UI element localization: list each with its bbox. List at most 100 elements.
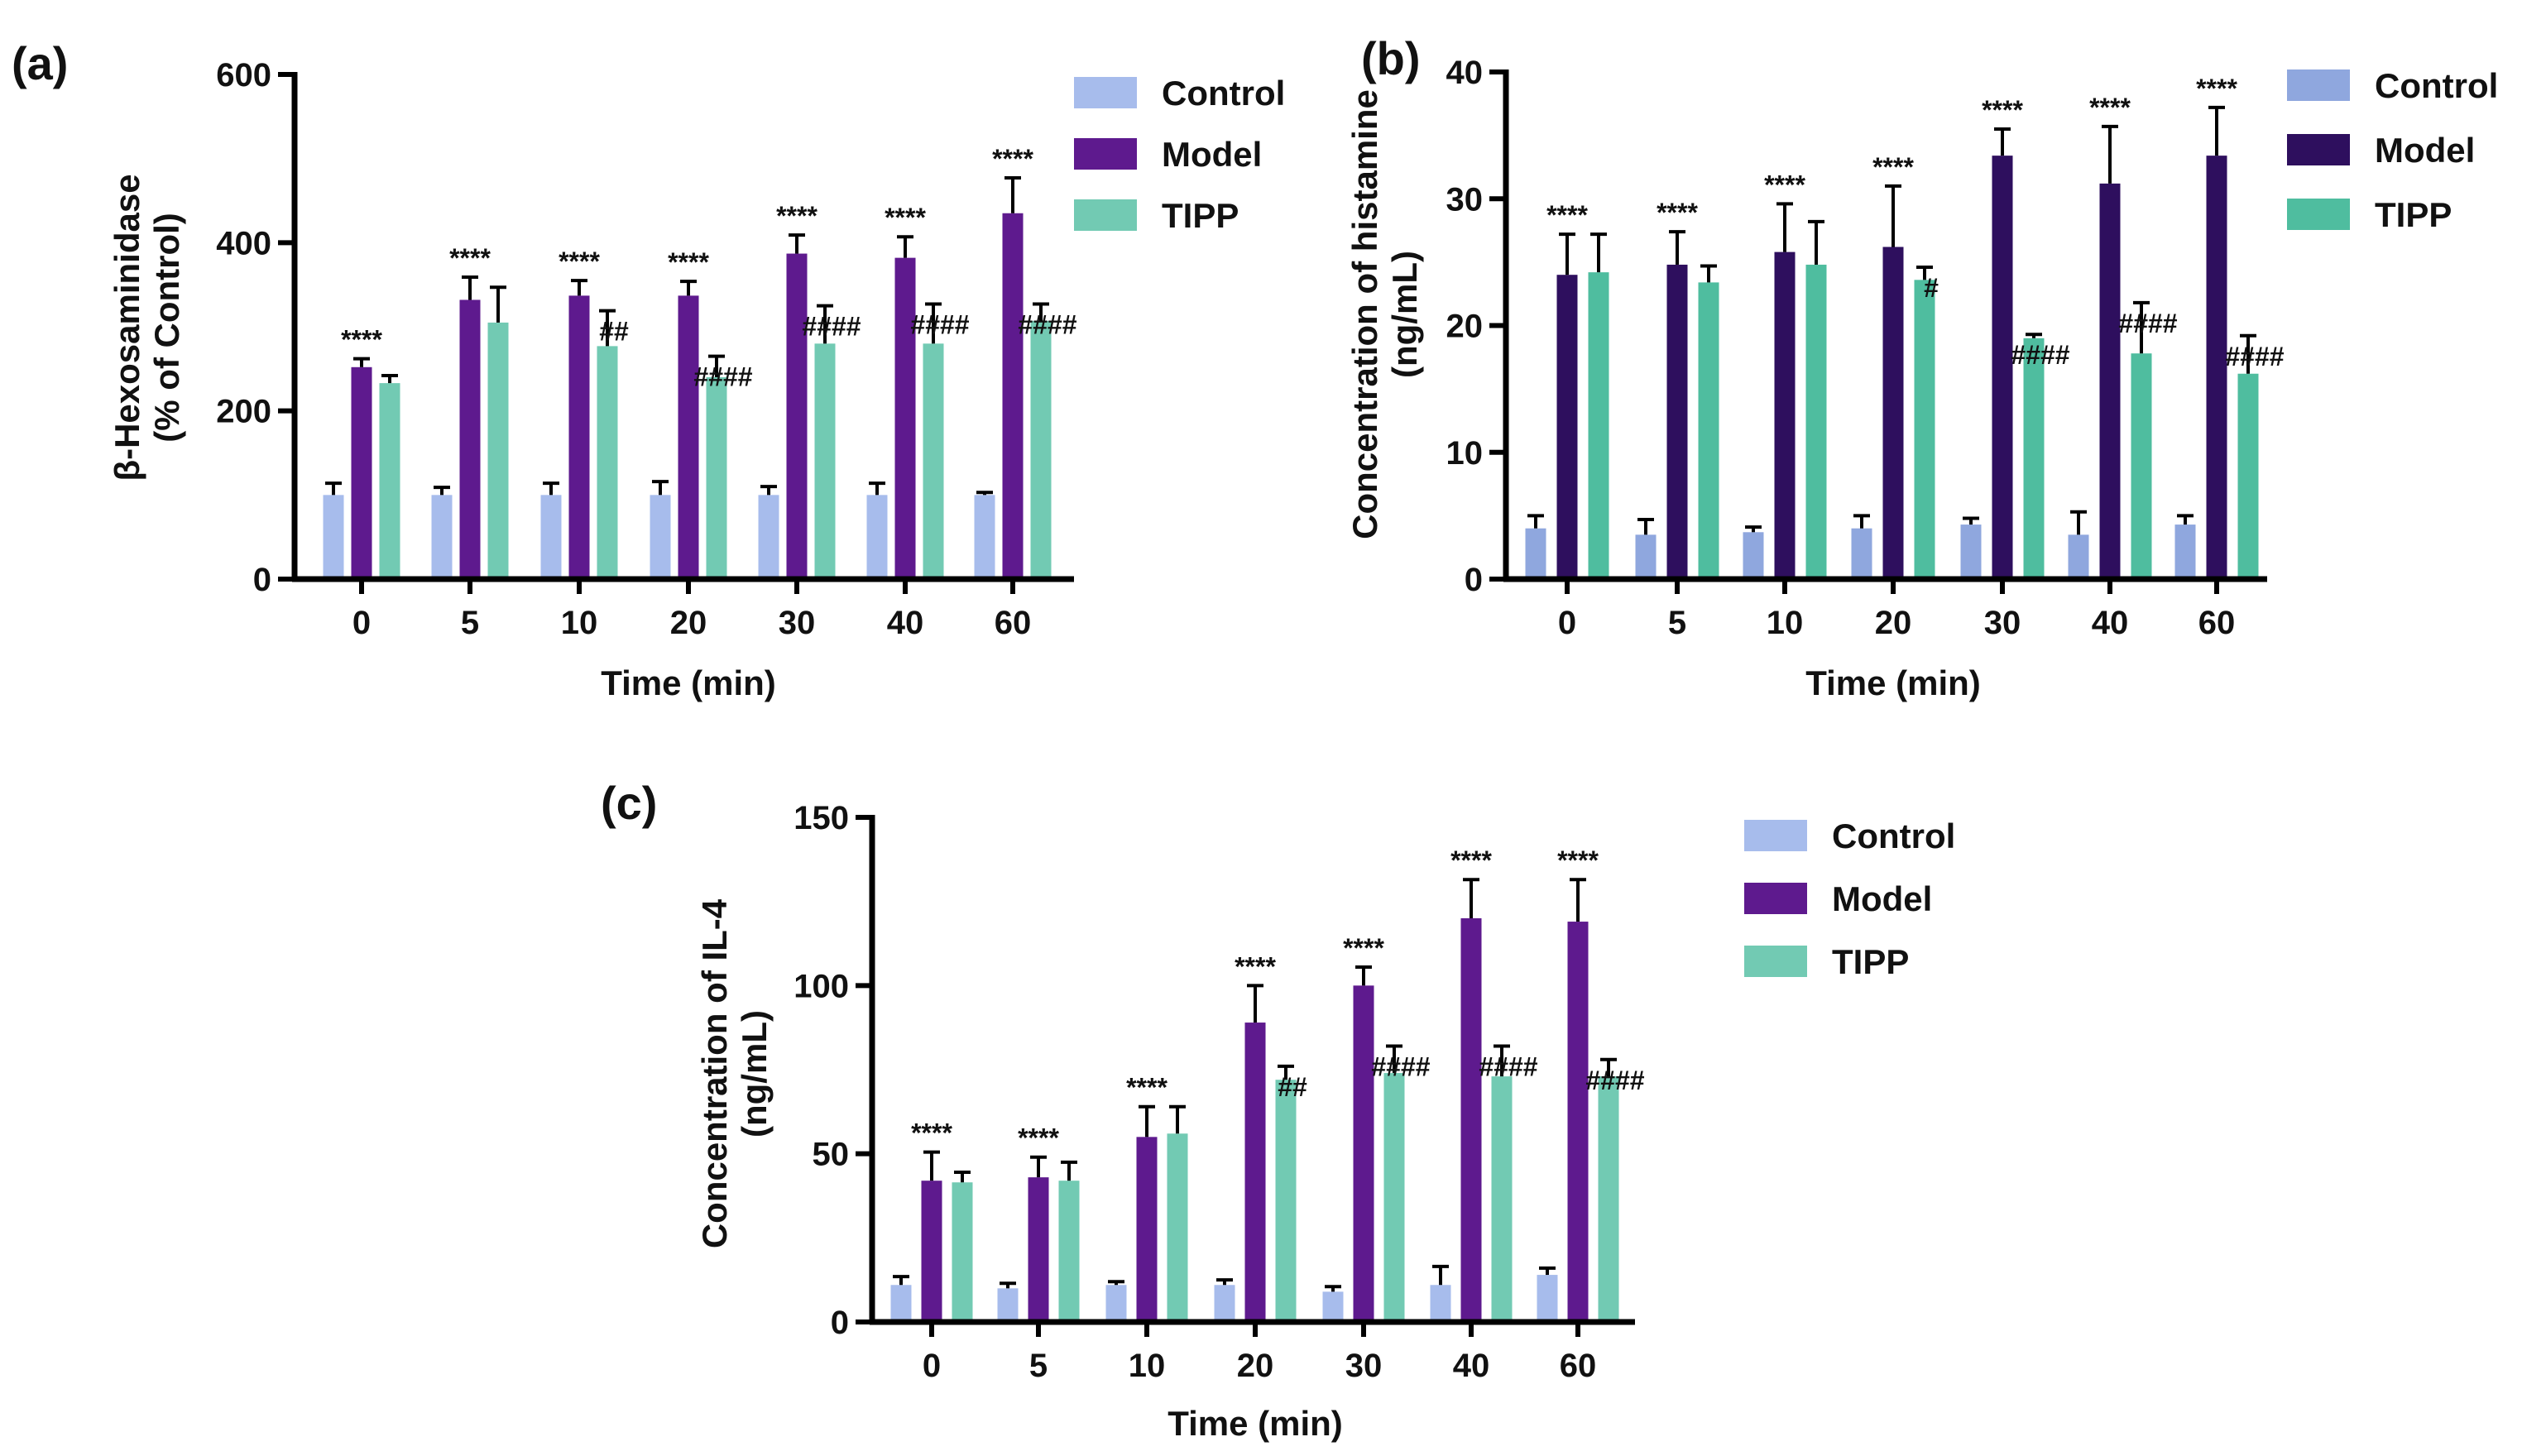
bar-model-40: [2099, 183, 2121, 580]
panel-a: (a) **** **** **** ## **** #### **** #### **** ###…: [12, 37, 1285, 702]
significance-marker: ####: [2011, 340, 2069, 370]
legend-swatch-model: [1074, 138, 1137, 170]
legend-label-control: Control: [2375, 66, 2498, 105]
x-tick-label: 60: [2198, 605, 2236, 641]
legend-label-model: Model: [1162, 135, 1262, 174]
legend-label-model: Model: [1832, 879, 1932, 918]
panel-label: (b): [1361, 32, 1421, 84]
bar-control-40: [2068, 534, 2089, 579]
significance-marker: ####: [802, 312, 861, 342]
y-axis-title: Concentration of IL-4: [695, 898, 734, 1248]
significance-marker: ##: [1278, 1072, 1307, 1102]
bar-tipp-20: [1914, 280, 1935, 579]
significance-marker: ****: [1764, 170, 1805, 199]
bar-model-0: [1556, 275, 1578, 579]
bar-model-20: [1244, 1023, 1266, 1322]
y-tick-label: 400: [216, 225, 271, 261]
significance-marker: ****: [2089, 93, 2131, 122]
y-tick-label: 20: [1446, 309, 1484, 345]
x-tick-label: 30: [779, 605, 816, 641]
x-tick-label: 20: [1237, 1348, 1274, 1384]
bar-control-5: [1635, 534, 1657, 579]
significance-marker: ****: [2196, 74, 2237, 103]
x-tick-label: 5: [461, 605, 479, 641]
significance-marker: #: [1924, 273, 1939, 303]
bar-model-10: [1774, 251, 1796, 579]
y-tick-label: 30: [1446, 181, 1484, 218]
bar-control-10: [540, 495, 562, 579]
x-tick-label: 0: [352, 605, 371, 641]
significance-marker: ####: [910, 310, 969, 340]
bar-control-60: [974, 495, 995, 579]
y-axis-title: Concentration of histamine: [1345, 89, 1384, 539]
bar-tipp-40: [1491, 1076, 1513, 1322]
significance-marker: ##: [599, 317, 629, 347]
legend-swatch-model: [1744, 883, 1807, 914]
bar-model-10: [568, 295, 590, 579]
bar-tipp-5: [1058, 1181, 1080, 1322]
bar-tipp-40: [923, 343, 944, 579]
bar-tipp-30: [2023, 338, 2045, 579]
significance-marker: ****: [1557, 845, 1599, 875]
legend-swatch-model: [2287, 134, 2350, 165]
x-tick-label: 10: [561, 605, 598, 641]
y-axis-title: (ng/mL): [735, 1010, 774, 1138]
significance-marker: ****: [668, 247, 709, 277]
bar-tipp-30: [1383, 1073, 1405, 1322]
bar-model-5: [459, 299, 481, 579]
x-tick-label: 40: [887, 605, 924, 641]
significance-marker: ####: [2225, 342, 2284, 371]
significance-marker: ****: [1235, 951, 1276, 981]
bar-tipp-5: [487, 322, 509, 579]
bar-control-20: [1214, 1285, 1235, 1322]
x-tick-label: 20: [670, 605, 707, 641]
significance-marker: ****: [1018, 1123, 1059, 1153]
bar-control-10: [1105, 1285, 1127, 1322]
y-tick-label: 600: [216, 57, 271, 93]
y-tick-label: 200: [216, 394, 271, 430]
bar-tipp-0: [1588, 272, 1609, 579]
significance-marker: ####: [1585, 1066, 1644, 1095]
bar-model-20: [1882, 247, 1904, 579]
bar-control-60: [2174, 524, 2196, 579]
bar-tipp-10: [1805, 264, 1827, 579]
bar-model-20: [678, 295, 699, 579]
bar-model-5: [1028, 1177, 1049, 1322]
panel-c: (c) **** **** **** **** ## **** #### **** #### ***…: [601, 777, 1955, 1443]
legend-swatch-control: [1744, 820, 1807, 851]
legend-label-control: Control: [1832, 817, 1955, 855]
significance-marker: ****: [1982, 95, 2023, 125]
legend-swatch-tipp: [1744, 946, 1807, 977]
y-tick-label: 100: [794, 968, 849, 1004]
x-tick-label: 5: [1029, 1348, 1048, 1384]
significance-marker: ****: [992, 144, 1033, 174]
y-tick-label: 150: [794, 800, 849, 836]
bar-model-60: [1567, 922, 1589, 1322]
x-tick-label: 40: [1453, 1348, 1490, 1384]
x-tick-label: 5: [1668, 605, 1686, 641]
bar-tipp-60: [1598, 1076, 1619, 1322]
bar-model-30: [1353, 985, 1374, 1322]
bar-tipp-0: [379, 383, 400, 579]
x-tick-label: 10: [1767, 605, 1804, 641]
legend-label-tipp: TIPP: [1162, 196, 1239, 235]
bar-model-40: [1460, 918, 1482, 1322]
significance-marker: ****: [776, 201, 817, 231]
panel-label: (c): [601, 777, 657, 829]
x-tick-label: 60: [1560, 1348, 1597, 1384]
panel-b: (b) **** **** **** **** # **** #### **** #### ****…: [1345, 32, 2498, 702]
significance-marker: ****: [911, 1118, 952, 1148]
bar-model-30: [1992, 156, 2013, 579]
bar-control-20: [1851, 528, 1872, 579]
legend-swatch-control: [1074, 77, 1137, 108]
significance-marker: ****: [1126, 1073, 1168, 1103]
y-tick-label: 50: [813, 1137, 850, 1173]
significance-marker: ****: [1343, 933, 1384, 963]
legend-label-model: Model: [2375, 131, 2475, 170]
bar-tipp-5: [1698, 282, 1719, 579]
bar-control-40: [1430, 1285, 1451, 1322]
significance-marker: ****: [1872, 152, 1914, 182]
y-tick-label: 0: [831, 1305, 849, 1341]
bar-model-60: [1002, 213, 1024, 579]
legend-label-tipp: TIPP: [1832, 942, 1909, 981]
